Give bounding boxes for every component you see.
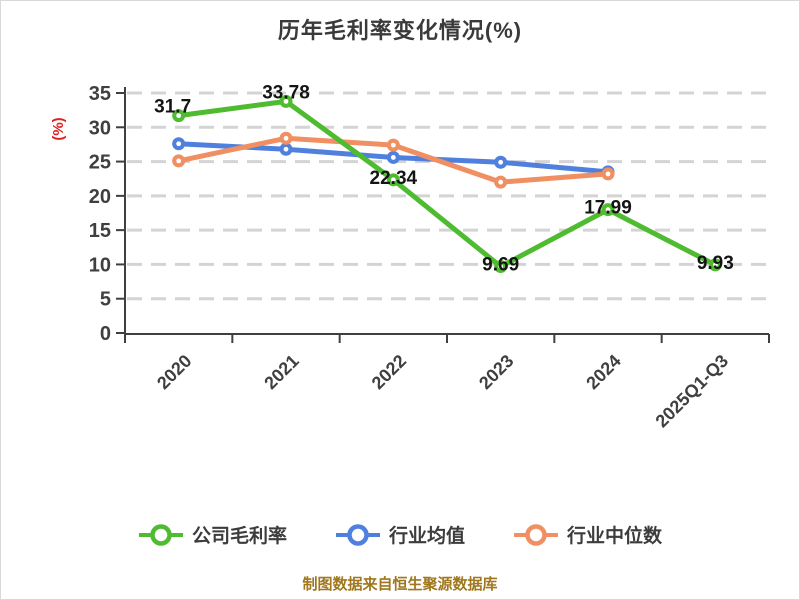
legend-label: 行业均值 [388, 526, 465, 547]
x-tick-label: 2021 [260, 351, 302, 393]
y-tick-label: 10 [89, 254, 111, 276]
data-point-marker-center [498, 264, 504, 269]
legend-item[interactable]: 行业中位数 [513, 521, 662, 548]
y-tick-label: 0 [100, 323, 111, 345]
data-point-marker-center [283, 98, 289, 104]
data-point-label: 33.78 [262, 82, 310, 103]
data-point-marker-center [712, 262, 718, 268]
legend-marker-icon [514, 523, 558, 546]
chart-title: 历年毛利率变化情况(%) [277, 18, 523, 43]
legend: 公司毛利率 行业均值 行业中位数 [1, 521, 799, 548]
y-tick-label: 15 [89, 220, 111, 242]
x-tick-label: 2024 [582, 351, 624, 393]
x-tick-label: 2025Q1-Q3 [652, 351, 733, 432]
y-tick-label: 30 [89, 117, 111, 139]
data-point-marker-center [498, 179, 504, 185]
x-tick-label: 2020 [153, 351, 195, 393]
data-point-label: 9.69 [482, 255, 519, 276]
legend-marker-icon [335, 523, 380, 546]
legend-marker-icon [138, 523, 183, 546]
legend-label: 行业中位数 [567, 526, 663, 547]
x-tick-label: 2022 [368, 351, 410, 393]
data-point-marker-center [176, 113, 182, 119]
data-point-label: 9.93 [697, 253, 734, 274]
data-point-marker-center [498, 159, 504, 165]
x-tick-label: 2023 [475, 351, 517, 393]
y-tick-label: 20 [89, 186, 111, 208]
data-point-marker-center [176, 141, 182, 147]
legend-item[interactable]: 行业均值 [335, 521, 465, 548]
data-point-marker-center [605, 207, 611, 213]
data-point-marker-center [390, 155, 396, 160]
data-point-marker-center [283, 135, 289, 141]
data-point-label: 31.7 [154, 97, 191, 118]
data-point-marker-center [283, 146, 289, 152]
y-tick-label: 5 [100, 289, 111, 311]
y-tick-label: 35 [89, 83, 111, 105]
y-tick-label: 25 [89, 152, 111, 174]
plot-area: 0 5 10 15 20 25 30 35 2020 2021 2022 2023 2024 2025Q1… [50, 82, 770, 432]
data-point-marker-center [605, 171, 611, 177]
data-point-label: 17.99 [584, 198, 632, 219]
data-point-marker-center [390, 177, 396, 183]
data-point-marker-center [176, 158, 182, 164]
data-point-label: 22.34 [370, 168, 418, 189]
series-line [176, 98, 718, 270]
data-source-note: 制图数据来自恒生聚源数据库 [302, 576, 498, 593]
y-axis-title: (%) [50, 117, 67, 140]
data-point-marker-center [390, 142, 396, 148]
legend-label: 公司毛利率 [191, 526, 287, 547]
legend-item[interactable]: 公司毛利率 [138, 521, 287, 548]
